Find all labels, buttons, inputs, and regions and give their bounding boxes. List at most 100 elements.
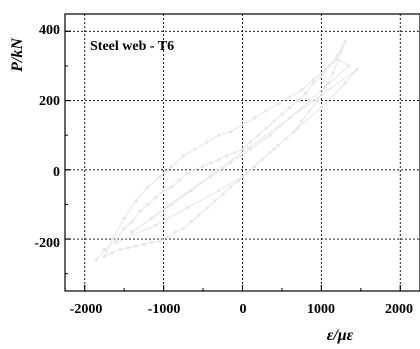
data-point: [272, 119, 276, 123]
data-point: [154, 223, 158, 227]
data-point: [355, 67, 359, 71]
data-point: [114, 240, 118, 245]
data-point: [213, 199, 217, 203]
data-point: [185, 171, 189, 175]
data-point: [197, 213, 201, 217]
x-tick-label: -1000: [148, 302, 181, 317]
data-point: [240, 147, 245, 151]
data-point: [260, 157, 264, 162]
data-point: [102, 247, 107, 252]
data-point: [240, 123, 245, 127]
chart-annotation: Steel web - T6: [90, 39, 174, 54]
data-point: [217, 188, 221, 193]
data-point: [173, 230, 178, 234]
data-point: [134, 199, 138, 203]
data-point: [244, 171, 249, 175]
data-point: [217, 133, 221, 137]
gridlines: [65, 14, 420, 291]
data-point: [248, 140, 252, 144]
data-point: [122, 227, 126, 231]
data-point: [311, 78, 316, 82]
data-point: [296, 98, 300, 103]
data-point: [146, 185, 150, 189]
data-point: [221, 192, 225, 196]
data-point: [323, 67, 327, 71]
data-point: [319, 74, 323, 78]
data-point: [276, 143, 280, 148]
data-point: [272, 147, 276, 151]
data-point: [327, 81, 331, 85]
data-point: [300, 119, 304, 123]
data-point: [300, 88, 304, 92]
data-point: [142, 242, 146, 246]
data-point: [296, 126, 300, 130]
data-point: [162, 188, 166, 193]
data-point: [252, 116, 256, 120]
data-point: [307, 109, 312, 113]
data-point: [138, 209, 142, 213]
y-tick-label: 0: [53, 165, 60, 180]
data-point: [181, 154, 185, 158]
data-point: [181, 227, 185, 231]
data-point: [331, 71, 335, 75]
data-point: [327, 64, 331, 68]
data-point: [323, 85, 327, 89]
data-point: [158, 175, 162, 179]
data-point: [169, 185, 174, 189]
data-point: [169, 164, 174, 168]
y-axis-label: P/kN: [9, 37, 26, 73]
data-point: [110, 251, 114, 255]
data-point: [276, 102, 280, 106]
data-point: [248, 147, 252, 151]
data-point: [339, 50, 343, 54]
data-point: [165, 235, 170, 239]
data-point: [343, 40, 347, 44]
data-point: [209, 161, 213, 165]
data-point: [150, 240, 154, 245]
data-point: [122, 216, 126, 220]
data-point: [110, 237, 114, 241]
x-tick-label: -2000: [70, 302, 103, 317]
data-point: [126, 246, 130, 250]
data-point: [189, 188, 193, 193]
data-point: [130, 230, 134, 234]
data-point: [292, 130, 296, 134]
data-point: [288, 95, 292, 99]
y-tick-label: -200: [34, 236, 60, 251]
y-tick-label: 200: [39, 94, 60, 109]
data-point: [130, 220, 134, 224]
data-point: [185, 206, 189, 210]
data-point: [319, 105, 323, 110]
data-point: [225, 154, 229, 158]
data-point: [193, 168, 197, 172]
data-point: [154, 195, 158, 200]
data-point: [268, 150, 272, 155]
data-point: [233, 150, 237, 155]
data-point: [315, 98, 320, 103]
data-point: [307, 98, 312, 103]
data-point: [158, 239, 162, 243]
data-point: [343, 81, 347, 85]
series-line: [96, 41, 358, 261]
data-point: [264, 109, 268, 113]
data-point: [229, 161, 233, 165]
data-point: [236, 178, 241, 182]
data-point: [102, 254, 107, 258]
data-point: [205, 140, 209, 144]
y-tick-label: 400: [39, 23, 60, 38]
data-point: [311, 81, 316, 85]
data-point: [256, 133, 260, 137]
data-point: [205, 206, 209, 210]
data-point: [304, 92, 308, 96]
data-series: [94, 40, 359, 262]
x-axis-label: ε/με: [327, 327, 354, 344]
data-point: [169, 202, 174, 207]
data-point: [252, 164, 256, 168]
data-point: [280, 112, 284, 117]
data-point: [288, 105, 292, 110]
data-point: [335, 53, 339, 58]
data-point: [217, 157, 221, 162]
data-point: [189, 220, 193, 224]
data-point: [94, 258, 99, 262]
data-point: [229, 185, 233, 189]
